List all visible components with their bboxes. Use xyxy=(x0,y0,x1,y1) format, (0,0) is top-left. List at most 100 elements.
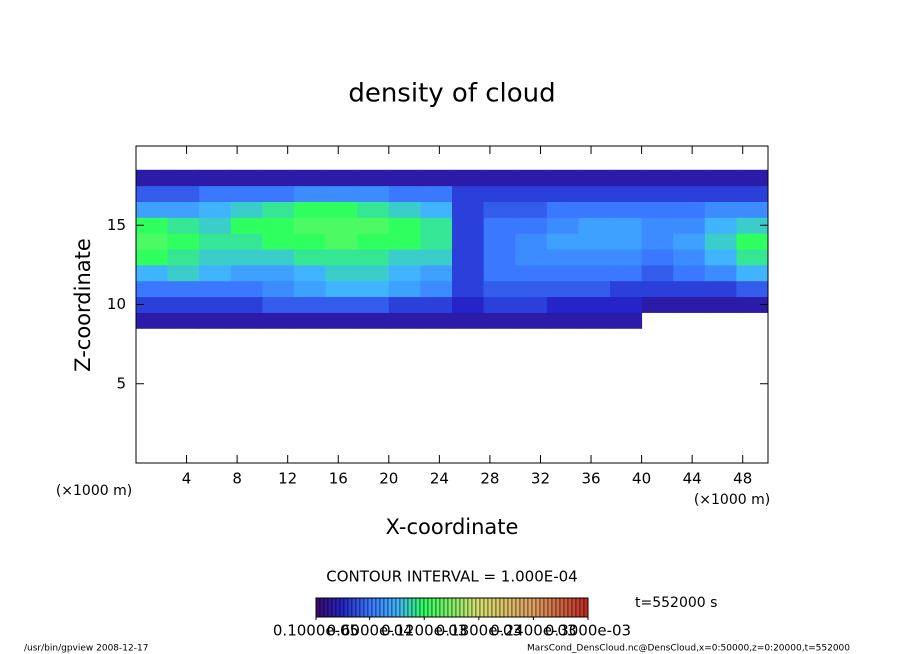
cell xyxy=(420,233,453,250)
cell xyxy=(388,185,421,202)
colorbar-swatch xyxy=(479,597,485,618)
cell xyxy=(483,233,516,250)
cell xyxy=(136,217,169,234)
cell xyxy=(294,249,327,266)
colorbar-swatch xyxy=(347,597,353,618)
x-tick-label: 4 xyxy=(182,470,192,488)
contour-note: CONTOUR INTERVAL = 1.000E-04 xyxy=(326,568,577,586)
cell xyxy=(546,264,579,282)
y-unit: (×1000 m) xyxy=(56,483,132,499)
cell xyxy=(673,296,706,313)
colorbar-swatch xyxy=(423,597,429,618)
cell xyxy=(388,312,421,329)
cell xyxy=(673,233,706,250)
cell xyxy=(452,169,485,187)
cell xyxy=(294,264,327,282)
cell xyxy=(420,169,453,187)
cell xyxy=(294,280,327,298)
cell xyxy=(736,249,769,266)
cell xyxy=(736,217,769,234)
cell xyxy=(199,280,232,298)
cell xyxy=(230,264,263,282)
cell xyxy=(136,185,169,202)
cell xyxy=(610,264,643,282)
chart-title: density of cloud xyxy=(348,79,555,109)
x-tick-label: 40 xyxy=(632,470,651,488)
x-axis-label: X-coordinate xyxy=(386,515,519,539)
cell xyxy=(452,185,485,202)
colorbar-swatch xyxy=(327,597,333,618)
cell xyxy=(641,201,674,218)
cell xyxy=(483,217,516,234)
colorbar-swatch xyxy=(415,597,421,618)
cell xyxy=(673,217,706,234)
colorbar-swatch xyxy=(563,597,569,618)
colorbar-tick-label: 0.1000e-05 xyxy=(273,622,359,640)
cell xyxy=(325,201,358,218)
cell xyxy=(483,185,516,202)
cell xyxy=(388,233,421,250)
cell xyxy=(199,201,232,218)
cell xyxy=(167,217,200,234)
x-tick-label: 28 xyxy=(480,470,499,488)
cell xyxy=(199,233,232,250)
colorbar-swatch xyxy=(559,597,565,618)
colorbar-swatch xyxy=(455,597,461,618)
cell xyxy=(483,169,516,187)
x-unit: (×1000 m) xyxy=(694,492,770,508)
cell xyxy=(610,296,643,313)
cell xyxy=(515,169,548,187)
cell xyxy=(262,296,295,313)
colorbar-swatch xyxy=(519,597,525,618)
colorbar-swatch xyxy=(535,597,541,618)
cell xyxy=(736,264,769,282)
cell xyxy=(325,264,358,282)
cell xyxy=(704,233,737,250)
colorbar-swatch xyxy=(515,597,521,618)
cell xyxy=(136,280,169,298)
cell xyxy=(610,249,643,266)
colorbar-swatch xyxy=(507,597,513,618)
cell xyxy=(483,312,516,329)
cell xyxy=(167,264,200,282)
cell xyxy=(736,185,769,202)
cell xyxy=(546,249,579,266)
cell xyxy=(325,169,358,187)
cell xyxy=(704,264,737,282)
colorbar-swatch xyxy=(359,597,365,618)
cell xyxy=(357,217,390,234)
cell xyxy=(515,185,548,202)
cell xyxy=(515,233,548,250)
cell xyxy=(357,264,390,282)
colorbar-swatch xyxy=(491,597,497,618)
cell xyxy=(483,296,516,313)
cell xyxy=(452,312,485,329)
cell xyxy=(357,280,390,298)
cell xyxy=(546,201,579,218)
cell xyxy=(483,280,516,298)
cell xyxy=(325,249,358,266)
cell xyxy=(578,296,611,313)
cell xyxy=(294,201,327,218)
colorbar-swatch xyxy=(371,597,377,618)
cell xyxy=(515,280,548,298)
field xyxy=(136,169,769,329)
y-tick-label: 15 xyxy=(107,216,126,234)
colorbar-swatch xyxy=(323,597,329,618)
cell xyxy=(515,217,548,234)
cell xyxy=(736,296,769,313)
cell xyxy=(294,185,327,202)
cell xyxy=(199,296,232,313)
cell xyxy=(420,201,453,218)
cell xyxy=(641,280,674,298)
x-tick-label: 32 xyxy=(531,470,550,488)
cell xyxy=(546,280,579,298)
cell xyxy=(515,296,548,313)
colorbar-tick-label: 0.1800e-03 xyxy=(436,622,522,640)
footer-left: /usr/bin/gpview 2008-12-17 xyxy=(24,644,148,654)
cell xyxy=(704,296,737,313)
cell xyxy=(388,280,421,298)
cell xyxy=(230,280,263,298)
cell xyxy=(262,169,295,187)
cell xyxy=(262,217,295,234)
